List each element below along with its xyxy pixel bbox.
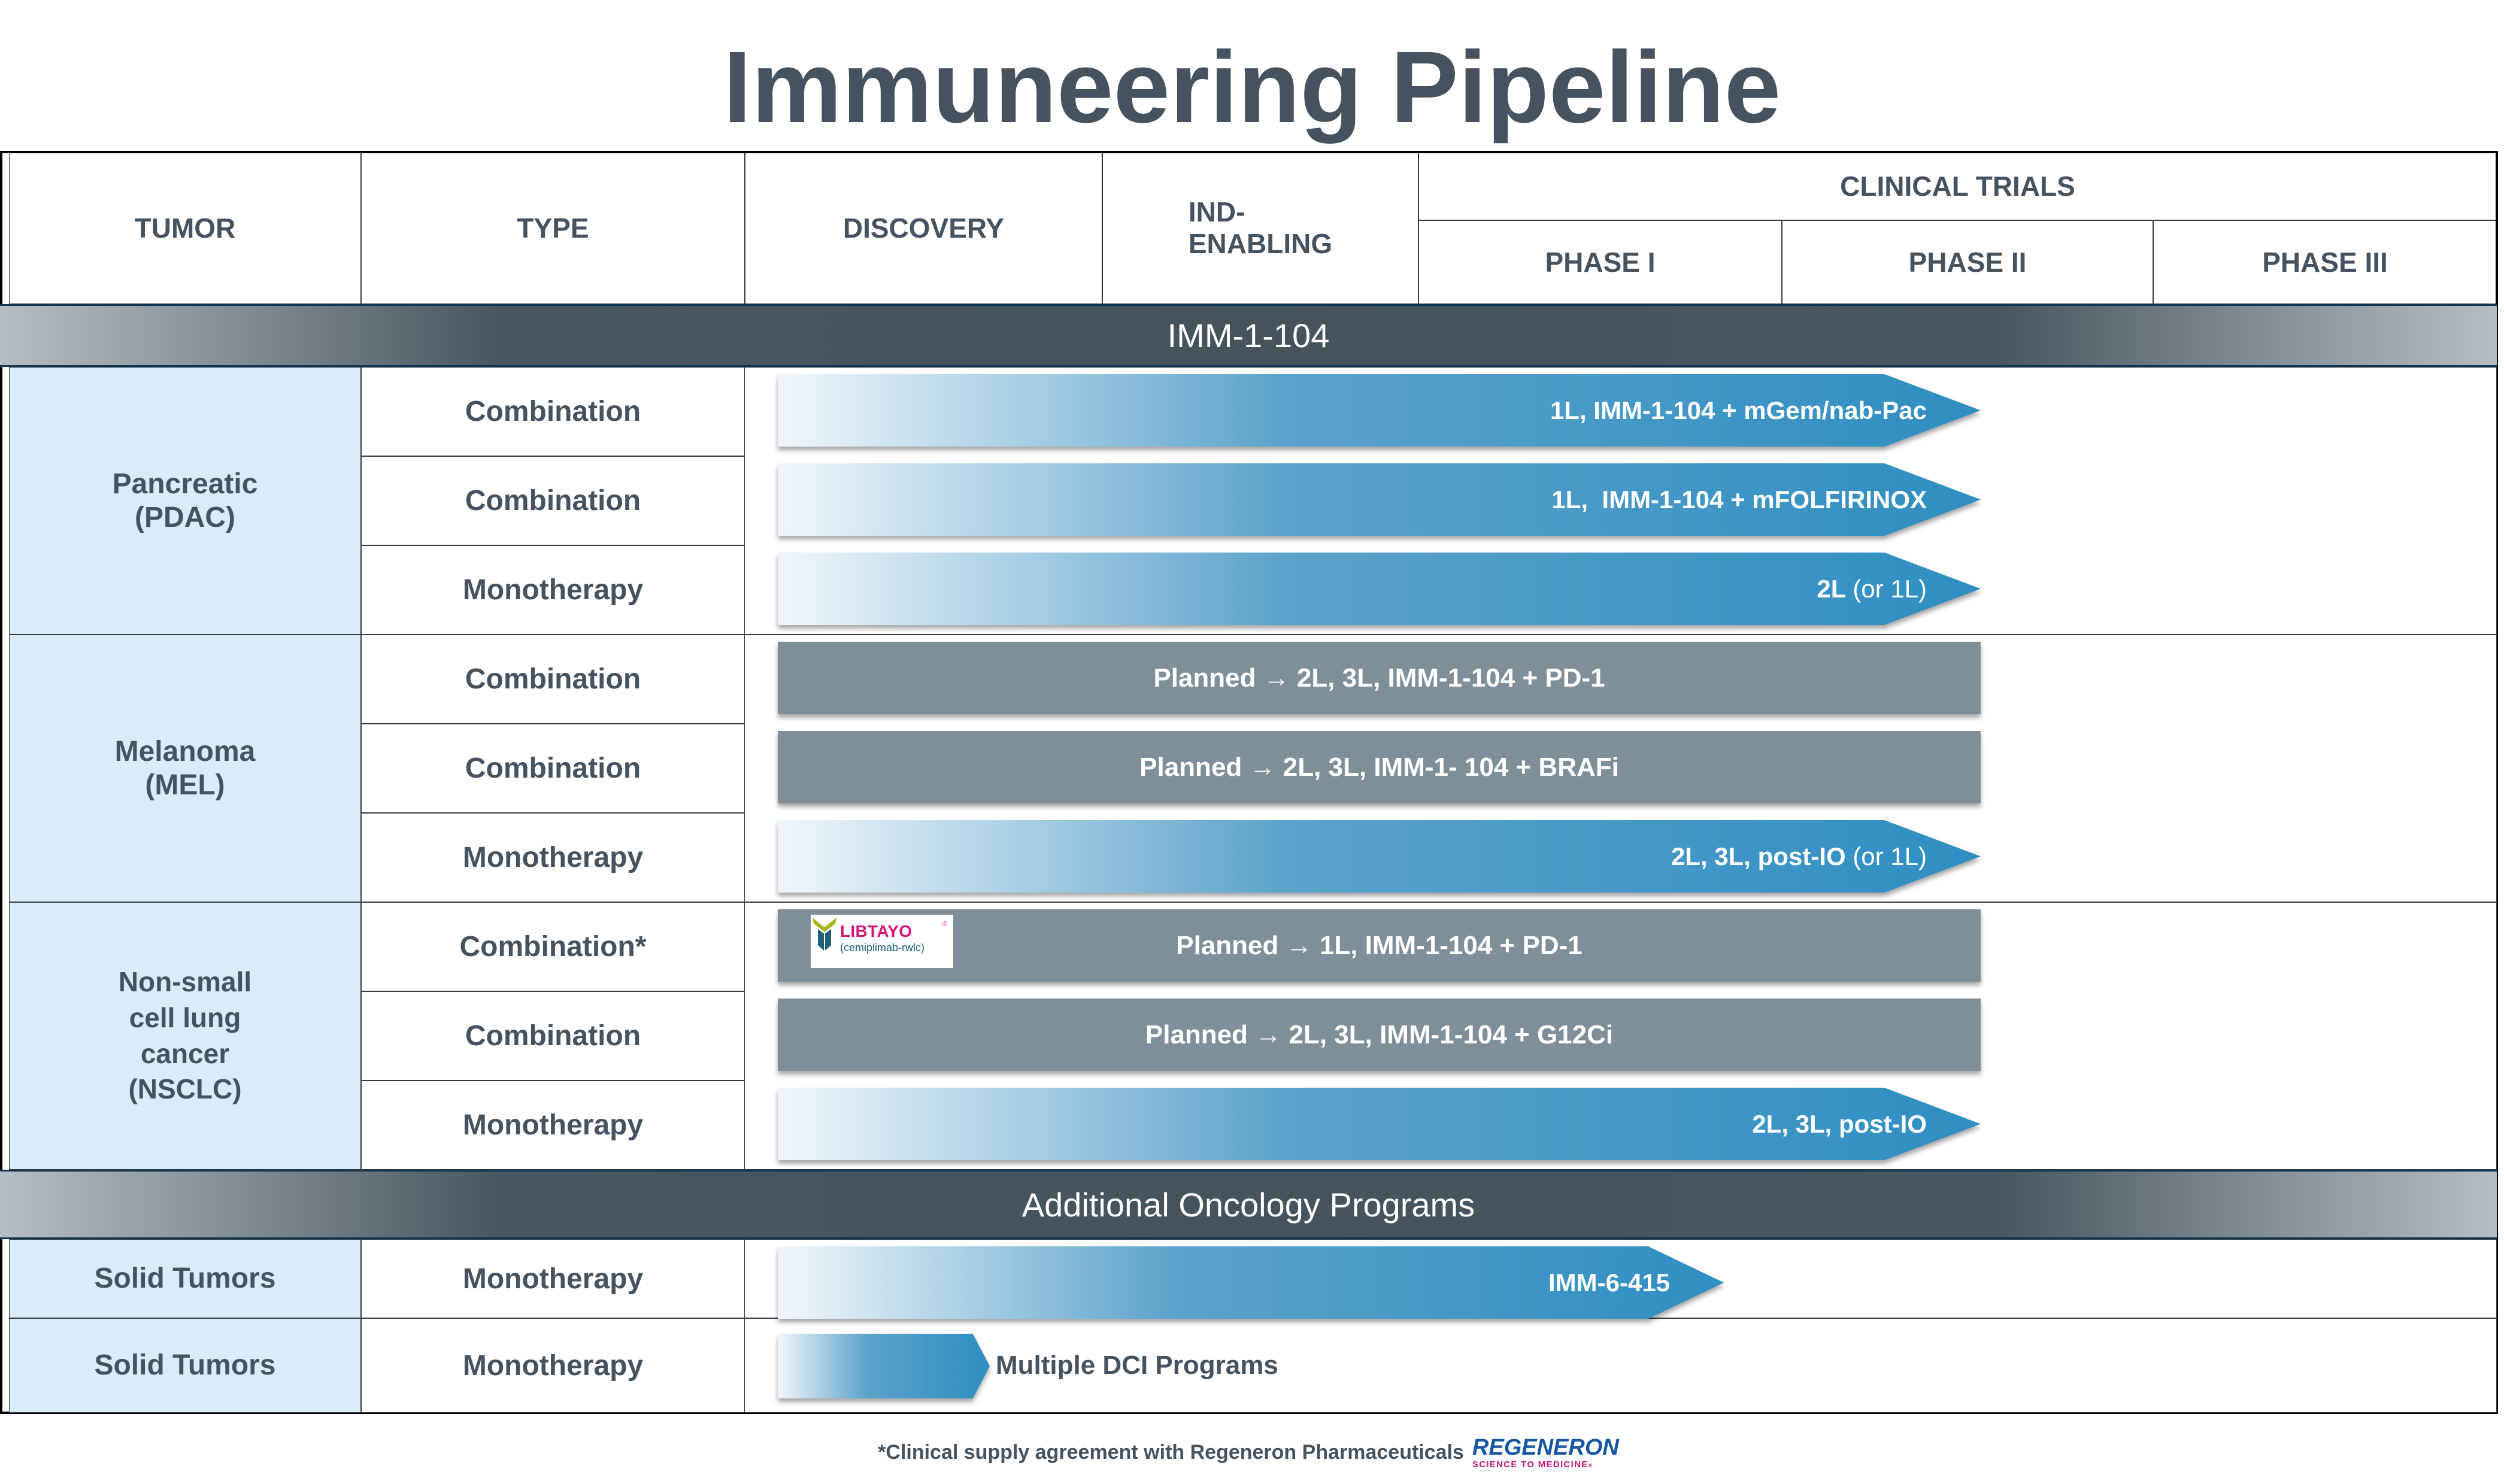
svg-text:LIBTAYO: LIBTAYO (840, 922, 912, 940)
svg-text:(cemiplimab-rwlc): (cemiplimab-rwlc) (840, 942, 924, 954)
svg-text:®: ® (942, 921, 947, 928)
